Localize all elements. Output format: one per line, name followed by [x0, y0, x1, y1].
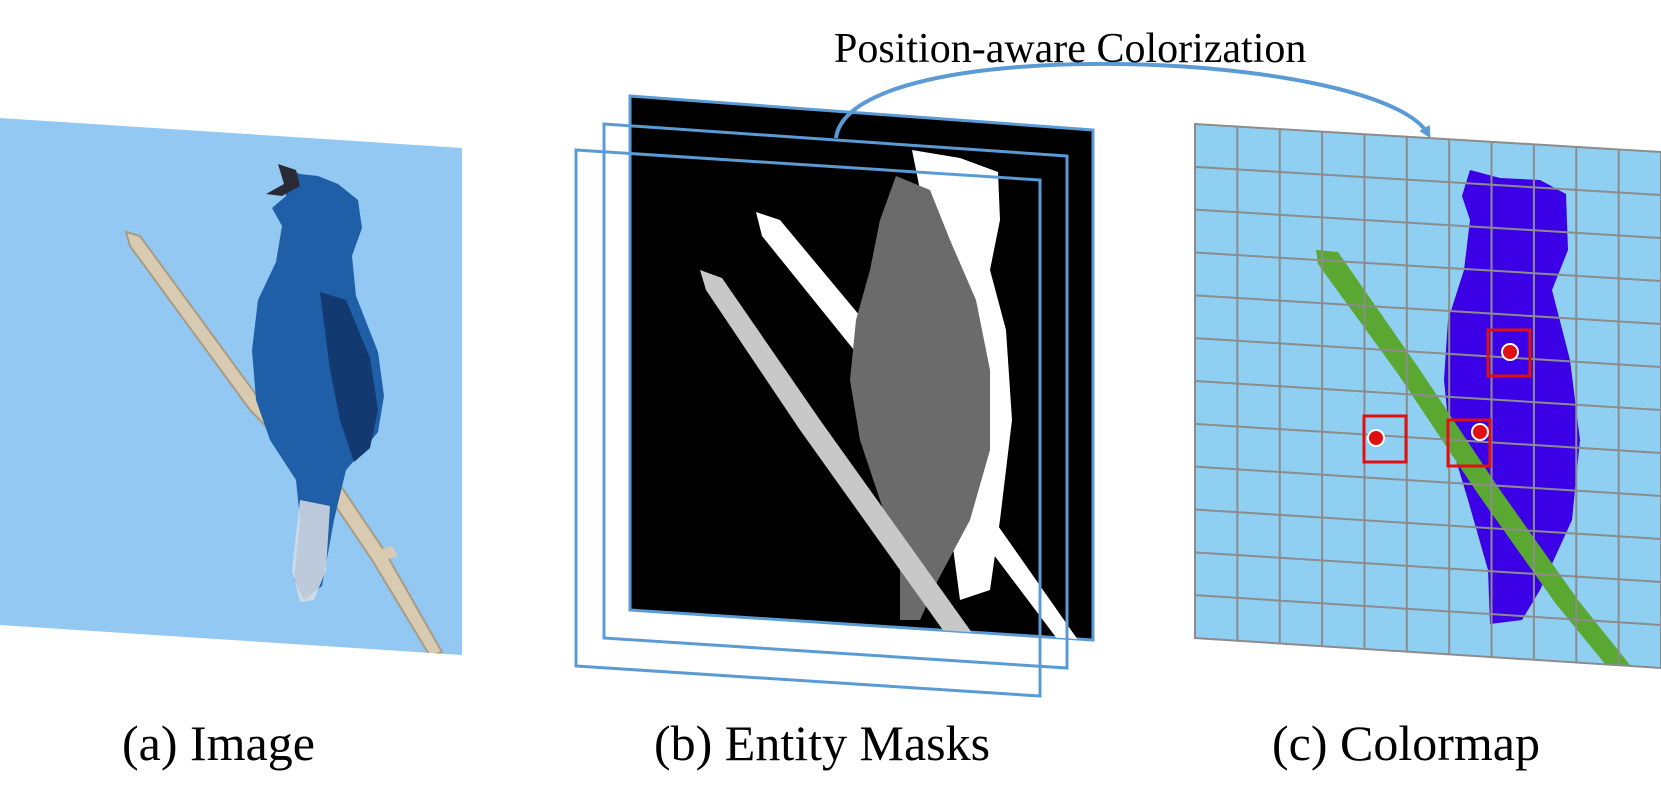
marker-box [1446, 418, 1492, 468]
photo-bird [252, 166, 384, 600]
grid-line [1195, 380, 1661, 411]
colormap-bird [1444, 170, 1580, 624]
colormap-branch [1316, 250, 1650, 668]
grid-line [1195, 422, 1661, 454]
caption-entity-masks: (b) Entity Masks [654, 715, 991, 771]
grid-line [1195, 251, 1661, 282]
photo-twig [372, 546, 398, 562]
position-markers [1362, 328, 1532, 468]
marker-dot [1471, 423, 1489, 441]
marker-dot [1501, 343, 1519, 361]
photo-bird-wing [320, 292, 378, 462]
panel-c-colormap [1194, 122, 1661, 670]
grid-line [1195, 337, 1661, 368]
mask-frame-front [574, 148, 1042, 698]
marker-dot [1367, 429, 1385, 447]
caption-image: (a) Image [122, 715, 315, 771]
photo-bird-beak [266, 164, 300, 196]
grid-line [1195, 465, 1661, 497]
panel-b-masks [574, 94, 1095, 698]
grid-line [1195, 208, 1661, 239]
grid-line [1195, 294, 1661, 325]
grid-line [1195, 594, 1661, 626]
marker-box [1362, 414, 1408, 464]
grid-line [1195, 551, 1661, 583]
grid-line [1195, 508, 1661, 540]
colormap-grid [1195, 126, 1661, 666]
mask-branch-gray [700, 270, 1020, 640]
panel-a-image [0, 118, 462, 655]
mask-bird-gray [850, 176, 990, 620]
caption-colormap: (c) Colormap [1272, 715, 1540, 771]
grid-line [1195, 165, 1661, 196]
colorization-arrow [834, 61, 1431, 139]
marker-box [1486, 328, 1532, 378]
diagram-title: Position-aware Colorization [834, 26, 1307, 72]
photo-bird-tail [292, 500, 330, 602]
mask-frame-middle [602, 122, 1069, 670]
colormap-frame [1194, 122, 1661, 670]
